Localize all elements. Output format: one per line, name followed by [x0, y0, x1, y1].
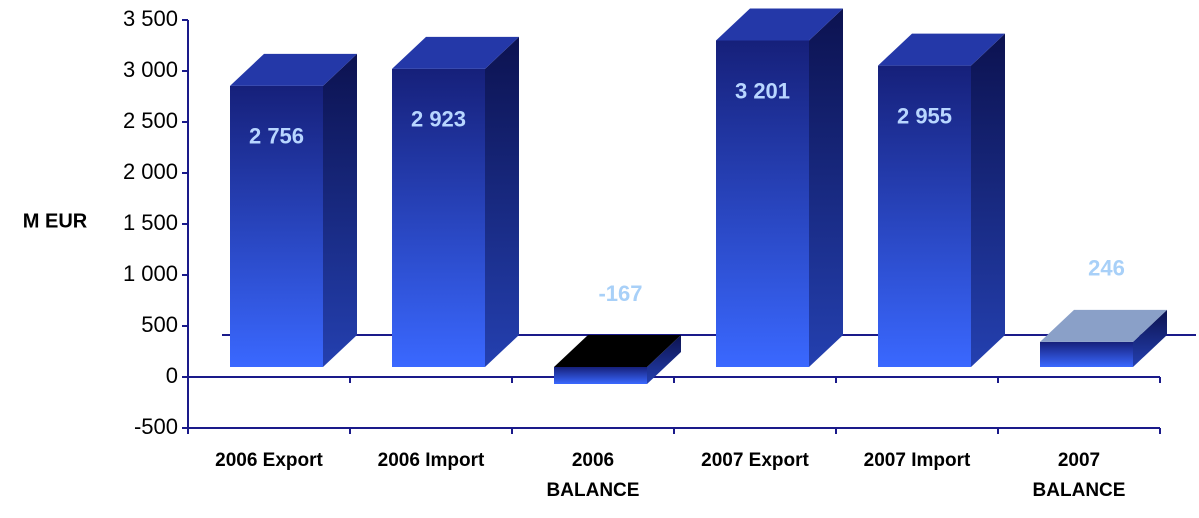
bar	[230, 53, 357, 367]
bar-side	[971, 33, 1005, 368]
bar	[554, 335, 681, 385]
bar-front	[230, 85, 323, 367]
bar-top	[716, 8, 843, 41]
bar-front	[1040, 341, 1133, 367]
bar-side	[1133, 309, 1167, 367]
bar-side	[809, 8, 843, 368]
bar-front	[392, 68, 485, 367]
bar-top	[392, 36, 519, 69]
value-label: -167	[598, 281, 642, 306]
y-tick-label: 1 500	[123, 210, 178, 235]
value-label: 246	[1088, 256, 1125, 281]
bar-top	[1040, 309, 1167, 342]
y-tick-label: 0	[166, 363, 178, 388]
bar	[392, 36, 519, 367]
value-label: 2 923	[411, 107, 466, 132]
bar-side	[485, 36, 519, 367]
bar	[878, 33, 1005, 368]
bar-side	[323, 53, 357, 367]
y-tick-label: 1 000	[123, 261, 178, 286]
bar-top	[230, 53, 357, 86]
bar-front	[878, 65, 971, 367]
bar-front	[716, 40, 809, 368]
x-tick-label: 2006 BALANCE	[546, 450, 640, 501]
y-tick-label: -500	[134, 414, 178, 439]
bar-top	[878, 33, 1005, 66]
value-label: 2 955	[897, 103, 952, 128]
value-label: 2 756	[249, 124, 304, 149]
bar	[716, 8, 843, 368]
x-tick-label: 2007 BALANCE	[1032, 450, 1126, 501]
x-tick-label: 2006 Export	[215, 450, 323, 471]
bar-front	[554, 367, 647, 385]
bar	[1040, 309, 1167, 367]
y-tick-label: 2 500	[123, 108, 178, 133]
y-tick-label: 2 000	[123, 159, 178, 184]
x-tick-label: 2007 Import	[863, 450, 971, 471]
bar-top	[554, 335, 681, 367]
y-axis-label: M EUR	[23, 210, 88, 232]
y-tick-label: 3 500	[123, 6, 178, 31]
x-tick-label: 2006 Import	[377, 450, 485, 471]
y-tick-label: 3 000	[123, 57, 178, 82]
value-label: 3 201	[735, 78, 790, 103]
bar-side	[647, 335, 681, 385]
x-tick-label: 2007 Export	[701, 450, 809, 471]
y-tick-label: 500	[141, 312, 178, 337]
